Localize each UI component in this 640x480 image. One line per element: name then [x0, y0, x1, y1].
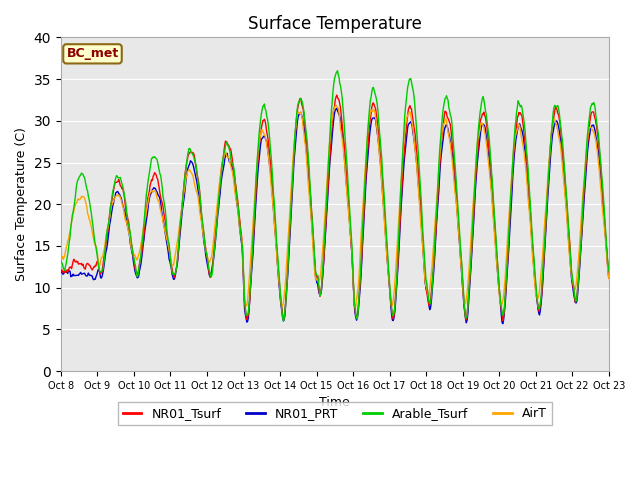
NR01_PRT	[208, 267, 216, 273]
Arable_Tsurf	[124, 214, 131, 220]
NR01_Tsurf	[403, 127, 410, 133]
Arable_Tsurf	[419, 230, 427, 236]
AirT	[419, 246, 427, 252]
Arable_Tsurf	[67, 225, 75, 230]
Arable_Tsurf	[57, 259, 65, 264]
Arable_Tsurf	[280, 318, 287, 324]
Line: NR01_PRT: NR01_PRT	[61, 108, 609, 324]
AirT	[351, 304, 359, 310]
NR01_Tsurf	[419, 227, 426, 232]
Arable_Tsurf	[605, 268, 612, 274]
Y-axis label: Surface Temperature (C): Surface Temperature (C)	[15, 127, 28, 281]
NR01_Tsurf	[67, 264, 75, 270]
NR01_PRT	[419, 232, 426, 238]
NR01_PRT	[605, 276, 612, 281]
NR01_Tsurf	[499, 318, 507, 324]
NR01_PRT	[499, 321, 507, 326]
Line: AirT: AirT	[61, 105, 609, 307]
Arable_Tsurf	[208, 273, 216, 278]
X-axis label: Time: Time	[319, 396, 350, 409]
NR01_Tsurf	[57, 268, 65, 274]
NR01_Tsurf	[605, 269, 612, 275]
AirT	[124, 223, 131, 228]
NR01_PRT	[67, 274, 75, 280]
NR01_PRT	[57, 269, 65, 275]
Legend: NR01_Tsurf, NR01_PRT, Arable_Tsurf, AirT: NR01_Tsurf, NR01_PRT, Arable_Tsurf, AirT	[118, 402, 552, 425]
NR01_Tsurf	[208, 268, 216, 274]
NR01_Tsurf	[179, 195, 187, 201]
NR01_Tsurf	[124, 213, 131, 218]
AirT	[208, 253, 216, 259]
Title: Surface Temperature: Surface Temperature	[248, 15, 422, 33]
AirT	[57, 252, 65, 258]
AirT	[605, 276, 612, 281]
AirT	[67, 224, 75, 230]
AirT	[332, 102, 340, 108]
NR01_PRT	[333, 106, 340, 111]
Line: NR01_Tsurf: NR01_Tsurf	[61, 95, 609, 321]
AirT	[179, 198, 187, 204]
Arable_Tsurf	[403, 92, 411, 97]
Arable_Tsurf	[179, 195, 187, 201]
NR01_PRT	[179, 204, 187, 209]
NR01_PRT	[124, 222, 131, 228]
Arable_Tsurf	[333, 68, 341, 73]
Line: Arable_Tsurf: Arable_Tsurf	[61, 71, 609, 321]
AirT	[403, 115, 411, 120]
NR01_Tsurf	[333, 92, 340, 98]
Text: BC_met: BC_met	[67, 48, 118, 60]
NR01_PRT	[403, 139, 410, 144]
